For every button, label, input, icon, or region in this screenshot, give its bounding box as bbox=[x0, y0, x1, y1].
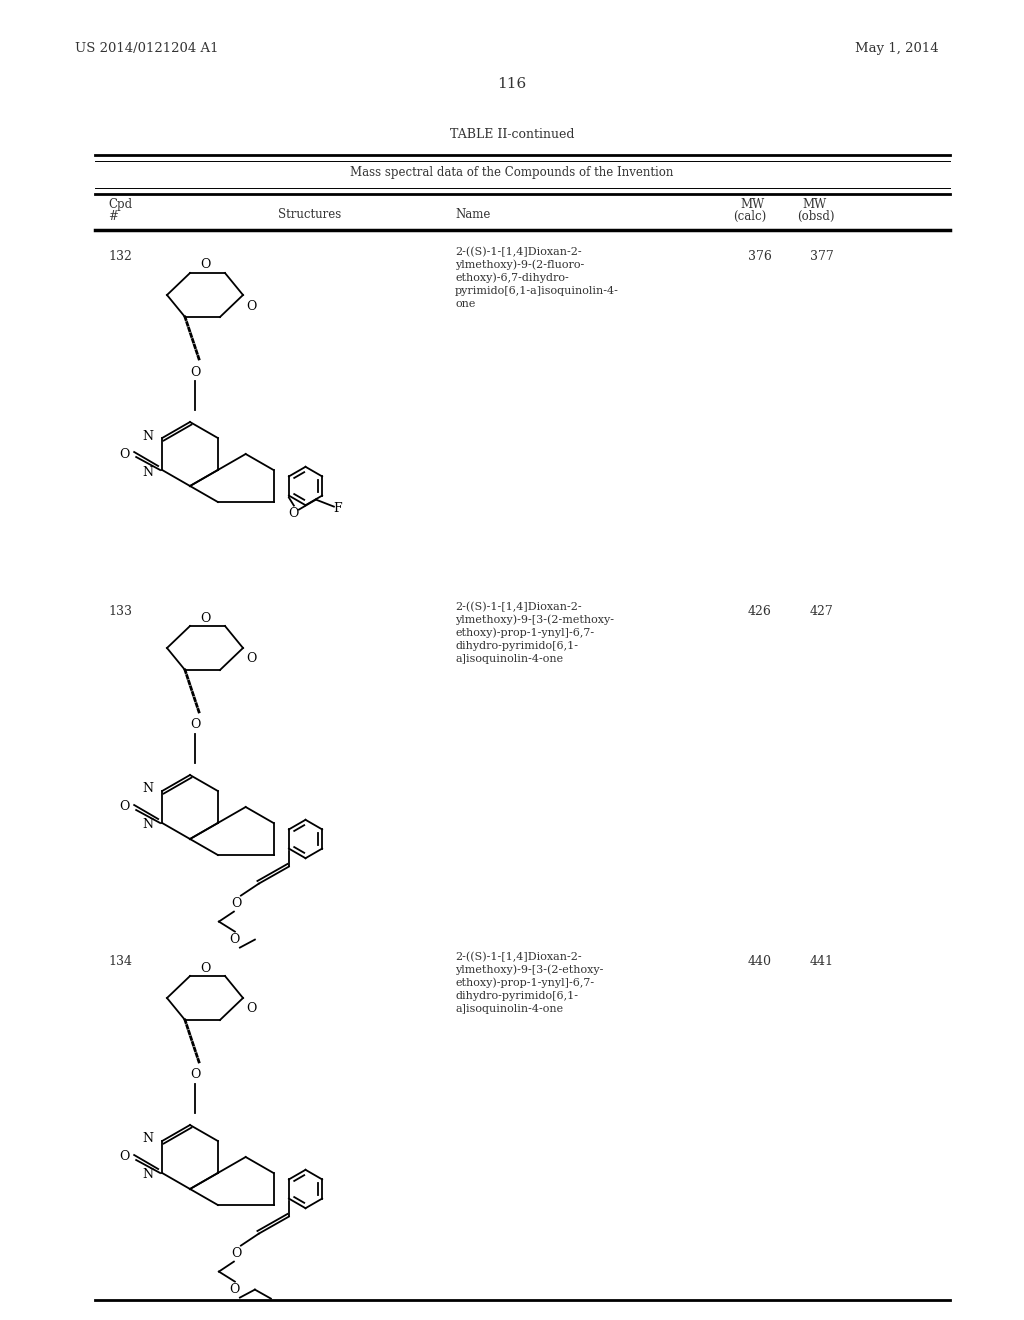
Text: 134: 134 bbox=[108, 954, 132, 968]
Text: O: O bbox=[189, 366, 200, 379]
Text: O: O bbox=[229, 1283, 240, 1296]
Text: TABLE II-continued: TABLE II-continued bbox=[450, 128, 574, 141]
Text: ylmethoxy)-9-[3-(2-ethoxy-: ylmethoxy)-9-[3-(2-ethoxy- bbox=[455, 965, 603, 975]
Text: O: O bbox=[201, 961, 211, 974]
Text: O: O bbox=[246, 300, 256, 313]
Text: N: N bbox=[142, 1133, 154, 1146]
Text: US 2014/0121204 A1: US 2014/0121204 A1 bbox=[75, 42, 218, 55]
Text: N: N bbox=[142, 429, 154, 442]
Text: a]isoquinolin-4-one: a]isoquinolin-4-one bbox=[455, 1005, 563, 1014]
Text: dihydro-pyrimido[6,1-: dihydro-pyrimido[6,1- bbox=[455, 991, 578, 1001]
Text: O: O bbox=[246, 652, 256, 665]
Text: 426: 426 bbox=[748, 605, 772, 618]
Text: 132: 132 bbox=[108, 249, 132, 263]
Text: O: O bbox=[189, 1068, 200, 1081]
Text: 427: 427 bbox=[810, 605, 834, 618]
Text: N: N bbox=[142, 818, 154, 832]
Text: ethoxy)-prop-1-ynyl]-6,7-: ethoxy)-prop-1-ynyl]-6,7- bbox=[455, 977, 594, 987]
Text: 440: 440 bbox=[748, 954, 772, 968]
Text: one: one bbox=[455, 300, 475, 309]
Text: O: O bbox=[119, 447, 129, 461]
Text: O: O bbox=[246, 1002, 256, 1015]
Text: O: O bbox=[201, 611, 211, 624]
Text: N: N bbox=[142, 466, 154, 479]
Text: Name: Name bbox=[455, 209, 490, 220]
Text: 377: 377 bbox=[810, 249, 834, 263]
Text: dihydro-pyrimido[6,1-: dihydro-pyrimido[6,1- bbox=[455, 642, 578, 651]
Text: ylmethoxy)-9-[3-(2-methoxy-: ylmethoxy)-9-[3-(2-methoxy- bbox=[455, 614, 614, 624]
Text: 133: 133 bbox=[108, 605, 132, 618]
Text: #: # bbox=[108, 210, 118, 223]
Text: 2-((S)-1-[1,4]Dioxan-2-: 2-((S)-1-[1,4]Dioxan-2- bbox=[455, 602, 582, 612]
Text: O: O bbox=[231, 1247, 242, 1261]
Text: Structures: Structures bbox=[279, 209, 342, 220]
Text: N: N bbox=[142, 783, 154, 796]
Text: Cpd: Cpd bbox=[108, 198, 132, 211]
Text: ethoxy)-6,7-dihydro-: ethoxy)-6,7-dihydro- bbox=[455, 272, 568, 282]
Text: 2-((S)-1-[1,4]Dioxan-2-: 2-((S)-1-[1,4]Dioxan-2- bbox=[455, 247, 582, 257]
Text: O: O bbox=[119, 1151, 129, 1163]
Text: 116: 116 bbox=[498, 77, 526, 91]
Text: O: O bbox=[229, 933, 240, 946]
Text: O: O bbox=[231, 898, 242, 909]
Text: ylmethoxy)-9-(2-fluoro-: ylmethoxy)-9-(2-fluoro- bbox=[455, 260, 585, 271]
Text: May 1, 2014: May 1, 2014 bbox=[855, 42, 939, 55]
Text: pyrimido[6,1-a]isoquinolin-4-: pyrimido[6,1-a]isoquinolin-4- bbox=[455, 286, 618, 296]
Text: O: O bbox=[201, 259, 211, 272]
Text: 441: 441 bbox=[810, 954, 834, 968]
Text: 2-((S)-1-[1,4]Dioxan-2-: 2-((S)-1-[1,4]Dioxan-2- bbox=[455, 952, 582, 962]
Text: MW: MW bbox=[802, 198, 826, 211]
Text: O: O bbox=[289, 507, 299, 520]
Text: N: N bbox=[142, 1168, 154, 1181]
Text: (calc): (calc) bbox=[733, 210, 766, 223]
Text: F: F bbox=[334, 502, 342, 515]
Text: O: O bbox=[189, 718, 200, 731]
Text: 376: 376 bbox=[748, 249, 772, 263]
Text: ethoxy)-prop-1-ynyl]-6,7-: ethoxy)-prop-1-ynyl]-6,7- bbox=[455, 627, 594, 638]
Text: Mass spectral data of the Compounds of the Invention: Mass spectral data of the Compounds of t… bbox=[350, 166, 674, 180]
Text: O: O bbox=[119, 800, 129, 813]
Text: MW: MW bbox=[740, 198, 764, 211]
Text: a]isoquinolin-4-one: a]isoquinolin-4-one bbox=[455, 653, 563, 664]
Text: (obsd): (obsd) bbox=[797, 210, 835, 223]
